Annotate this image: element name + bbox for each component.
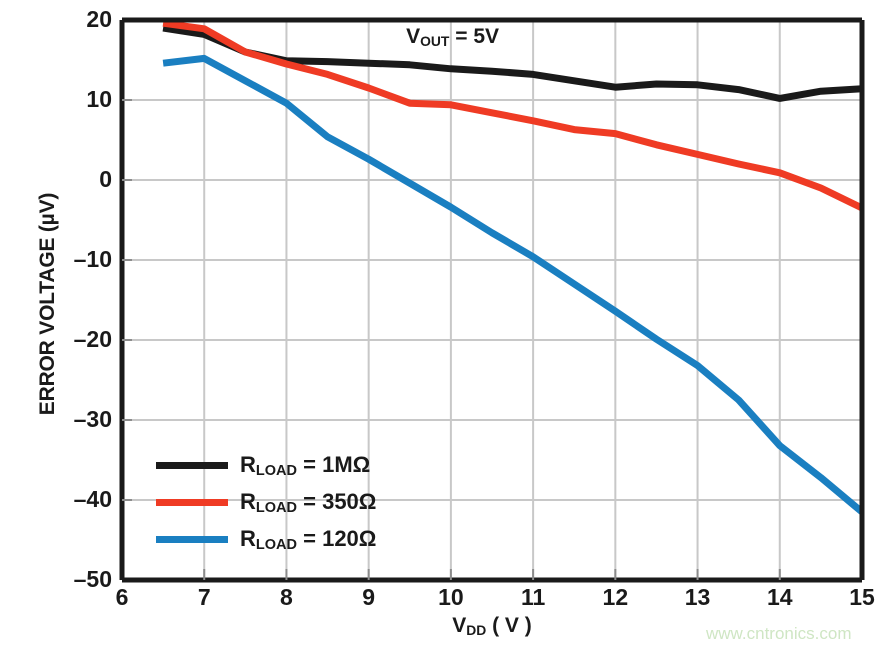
- series-line-2: [162, 54, 865, 515]
- x-tick-label: 8: [280, 584, 293, 610]
- legend-label-subscript: LOAD: [255, 463, 298, 480]
- y-tick-label: –10: [73, 246, 112, 272]
- x-axis-label-prefix: V: [452, 614, 467, 637]
- legend-item[interactable]: RLOAD = 120Ω: [156, 521, 376, 558]
- annotation-rest: = 5V: [449, 25, 500, 49]
- legend-label-rest: = 350Ω: [297, 488, 377, 514]
- x-tick-label: 6: [115, 584, 129, 610]
- x-tick-label: 13: [684, 584, 711, 610]
- x-tick-label: 7: [197, 584, 211, 610]
- axis-frame: [119, 17, 865, 583]
- watermark: www.cntronics.com: [706, 624, 852, 643]
- annotation-subscript: OUT: [420, 33, 450, 50]
- x-axis-label-rest: ( V ): [486, 614, 532, 637]
- legend-label-rest: = 120Ω: [297, 525, 377, 551]
- legend-label-prefix: R: [240, 451, 256, 477]
- y-tick-label: –40: [73, 486, 112, 512]
- tick-marks: [122, 99, 781, 580]
- legend-label: RLOAD = 1MΩ: [240, 452, 370, 479]
- y-tick-label: –30: [73, 406, 112, 432]
- x-tick-label: 9: [362, 584, 376, 610]
- series-line-1: [162, 19, 864, 212]
- legend-label-subscript: LOAD: [255, 537, 298, 554]
- legend-label-prefix: R: [240, 525, 256, 551]
- legend-label-prefix: R: [240, 488, 256, 514]
- legend-swatch: [156, 499, 228, 506]
- y-tick-label: –50: [73, 566, 112, 592]
- x-axis-label-subscript: DD: [466, 622, 487, 639]
- y-tick-label: –20: [73, 326, 112, 352]
- legend-label: RLOAD = 120Ω: [240, 526, 376, 553]
- legend-label-subscript: LOAD: [255, 500, 298, 517]
- series-layer: [162, 19, 865, 515]
- legend-label-rest: = 1MΩ: [297, 451, 371, 477]
- annotation-vout: VOUT = 5V: [406, 25, 499, 49]
- x-tick-label: 10: [438, 584, 464, 610]
- x-tick-label: 11: [520, 584, 546, 610]
- y-axis-label: ERROR VOLTAGE (µV): [36, 192, 59, 416]
- legend-swatch: [156, 462, 228, 469]
- legend-label: RLOAD = 350Ω: [240, 489, 376, 516]
- x-tick-label: 12: [602, 584, 629, 610]
- legend: RLOAD = 1MΩ RLOAD = 350Ω RLOAD = 120Ω: [156, 447, 376, 558]
- x-tick-label: 15: [849, 584, 875, 610]
- x-axis-label: VDD ( V ): [122, 614, 862, 638]
- legend-item[interactable]: RLOAD = 350Ω: [156, 484, 376, 521]
- x-tick-label: 14: [766, 584, 793, 610]
- y-tick-label: 10: [86, 86, 112, 112]
- y-tick-label: 20: [86, 6, 112, 32]
- gridlines: [122, 20, 862, 580]
- y-tick-label: 0: [99, 166, 112, 192]
- legend-item[interactable]: RLOAD = 1MΩ: [156, 447, 376, 484]
- annotation-prefix: V: [406, 25, 421, 49]
- legend-swatch: [156, 536, 228, 543]
